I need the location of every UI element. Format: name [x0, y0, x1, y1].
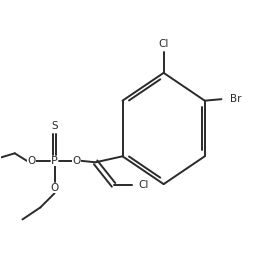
Text: P: P	[51, 156, 58, 166]
Text: O: O	[72, 156, 80, 166]
Text: O: O	[50, 183, 59, 193]
Text: O: O	[27, 156, 36, 166]
Text: Cl: Cl	[138, 180, 148, 190]
Text: S: S	[51, 120, 58, 131]
Text: Br: Br	[230, 94, 241, 104]
Text: Cl: Cl	[158, 39, 169, 49]
